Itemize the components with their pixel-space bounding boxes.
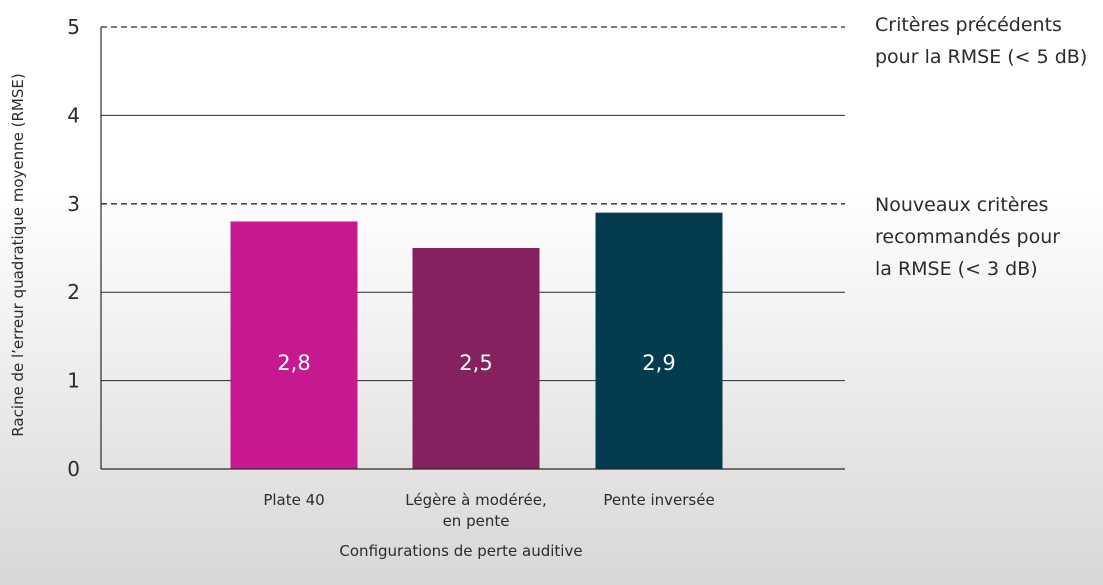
x-category-label: en pente <box>443 512 510 530</box>
x-category-labels: Plate 40 Légère à modérée, en pente Pente i… <box>263 491 714 530</box>
reference-lines <box>101 26 845 205</box>
y-tick-label: 2 <box>67 280 80 304</box>
bar <box>412 248 540 469</box>
x-category-label: Plate 40 <box>263 491 324 509</box>
y-tick-label: 4 <box>67 103 80 127</box>
reference-annotation-line: la RMSE (< 3 dB) <box>875 258 1038 280</box>
y-axis-title: Racine de l’erreur quadratique moyenne (… <box>9 73 27 436</box>
x-category-label: Pente inversée <box>603 491 714 509</box>
x-category-label: Légère à modérée, <box>405 491 546 509</box>
bar <box>230 221 358 469</box>
reference-annotation-line: Nouveaux critères <box>875 194 1048 216</box>
y-tick-label: 1 <box>67 369 80 393</box>
bar <box>595 212 723 469</box>
reference-annotation-line: Critères précédents <box>875 14 1062 36</box>
bars: 2,8 2,5 2,9 <box>230 212 723 469</box>
y-tick-labels: 0 1 2 3 4 5 <box>67 15 80 481</box>
y-tick-label: 3 <box>67 192 80 216</box>
bar-value-label: 2,5 <box>459 351 492 375</box>
bar-value-label: 2,8 <box>277 351 310 375</box>
reference-annotations: Critères précédents pour la RMSE (< 5 dB)… <box>875 14 1087 280</box>
y-tick-label: 0 <box>67 457 80 481</box>
reference-annotation-line: recommandés pour <box>875 226 1060 248</box>
reference-annotation-line: pour la RMSE (< 5 dB) <box>875 46 1087 68</box>
y-tick-label: 5 <box>67 15 80 39</box>
bar-value-label: 2,9 <box>642 351 675 375</box>
x-axis-title: Configurations de perte auditive <box>339 542 582 560</box>
